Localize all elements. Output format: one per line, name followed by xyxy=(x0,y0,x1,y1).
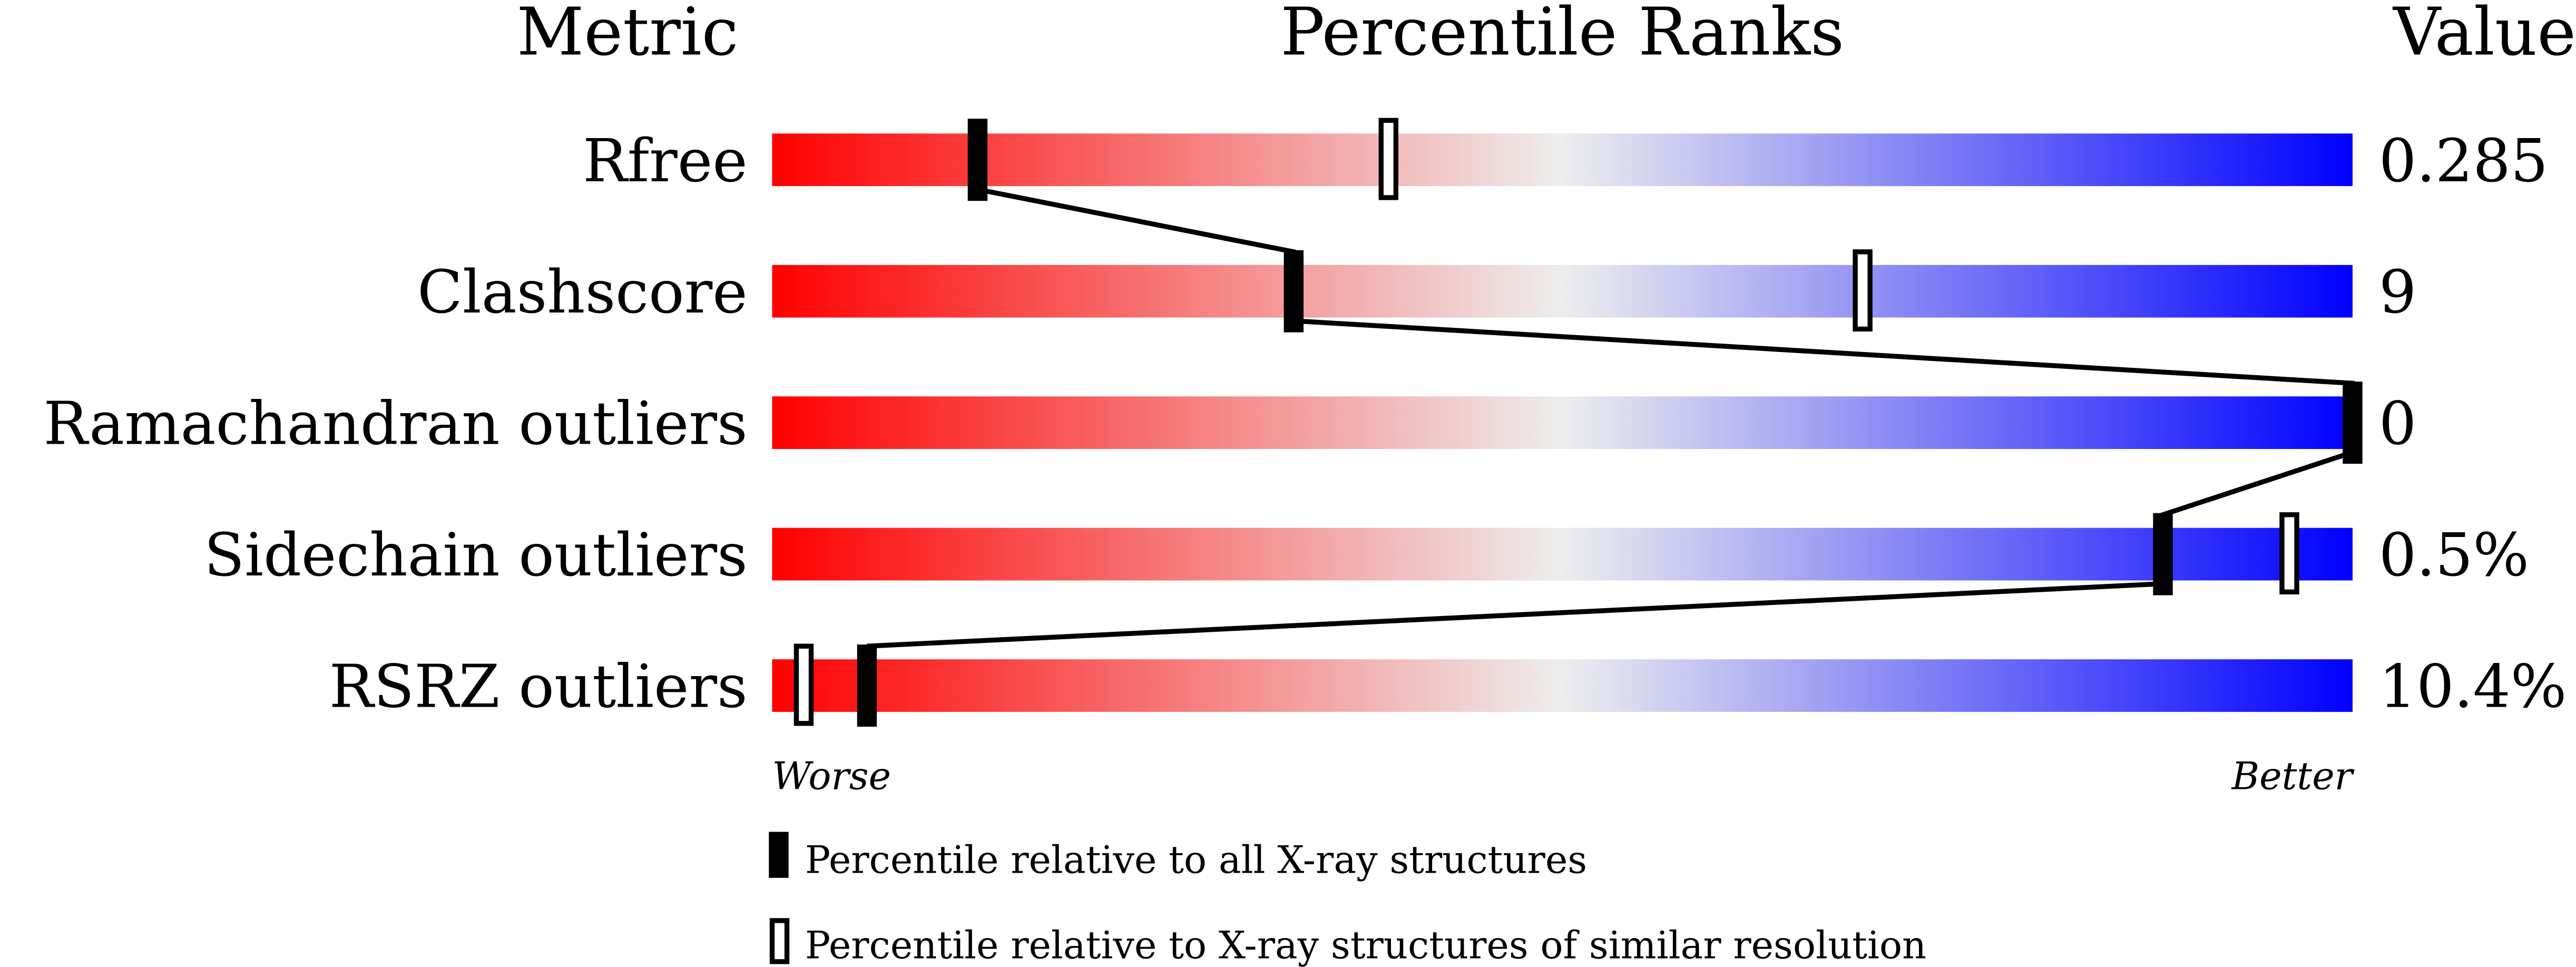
header-metric: Metric xyxy=(517,0,739,71)
percentile-bar-ramachandran-outliers xyxy=(772,396,2353,450)
all-structures-marker-rfree xyxy=(967,119,988,201)
similar-resolution-marker-rsrz-outliers xyxy=(794,643,814,726)
value-label-sidechain-outliers: 0.5% xyxy=(2379,521,2529,590)
percentile-bar-clashscore xyxy=(772,265,2353,318)
header-value: Value xyxy=(2392,0,2576,71)
metric-label-clashscore: Clashscore xyxy=(417,258,748,327)
similar-resolution-marker-sidechain-outliers xyxy=(2279,512,2299,594)
percentile-bar-rfree xyxy=(772,133,2353,187)
all-structures-marker-clashscore xyxy=(1284,250,1304,333)
all-structures-marker-ramachandran-outliers xyxy=(2343,382,2363,464)
value-label-rsrz-outliers: 10.4% xyxy=(2379,653,2567,721)
similar-resolution-marker-clashscore xyxy=(1853,249,1873,332)
metric-label-rfree: Rfree xyxy=(583,127,748,196)
legend-all-label: Percentile relative to all X-ray structu… xyxy=(805,837,1587,882)
similar-resolution-marker-rfree xyxy=(1378,118,1398,200)
worse-label: Worse xyxy=(772,754,891,798)
metric-label-rsrz-outliers: RSRZ outliers xyxy=(329,653,748,721)
value-label-ramachandran-outliers: 0 xyxy=(2379,390,2416,458)
all-structures-marker-rsrz-outliers xyxy=(857,644,877,727)
legend-similar-label: Percentile relative to X-ray structures … xyxy=(805,923,1926,967)
legend-solid-marker-icon xyxy=(769,832,789,878)
value-label-clashscore: 9 xyxy=(2379,258,2416,327)
all-structures-marker-sidechain-outliers xyxy=(2153,513,2173,595)
legend-hollow-marker-icon xyxy=(769,918,790,964)
header-percentile-ranks: Percentile Ranks xyxy=(1280,0,1844,71)
percentile-bar-sidechain-outliers xyxy=(772,528,2353,581)
value-label-rfree: 0.285 xyxy=(2379,127,2548,196)
metric-label-ramachandran-outliers: Ramachandran outliers xyxy=(43,390,747,458)
percentile-bar-rsrz-outliers xyxy=(772,659,2353,712)
metric-label-sidechain-outliers: Sidechain outliers xyxy=(204,521,747,590)
better-label: Better xyxy=(2230,754,2354,798)
